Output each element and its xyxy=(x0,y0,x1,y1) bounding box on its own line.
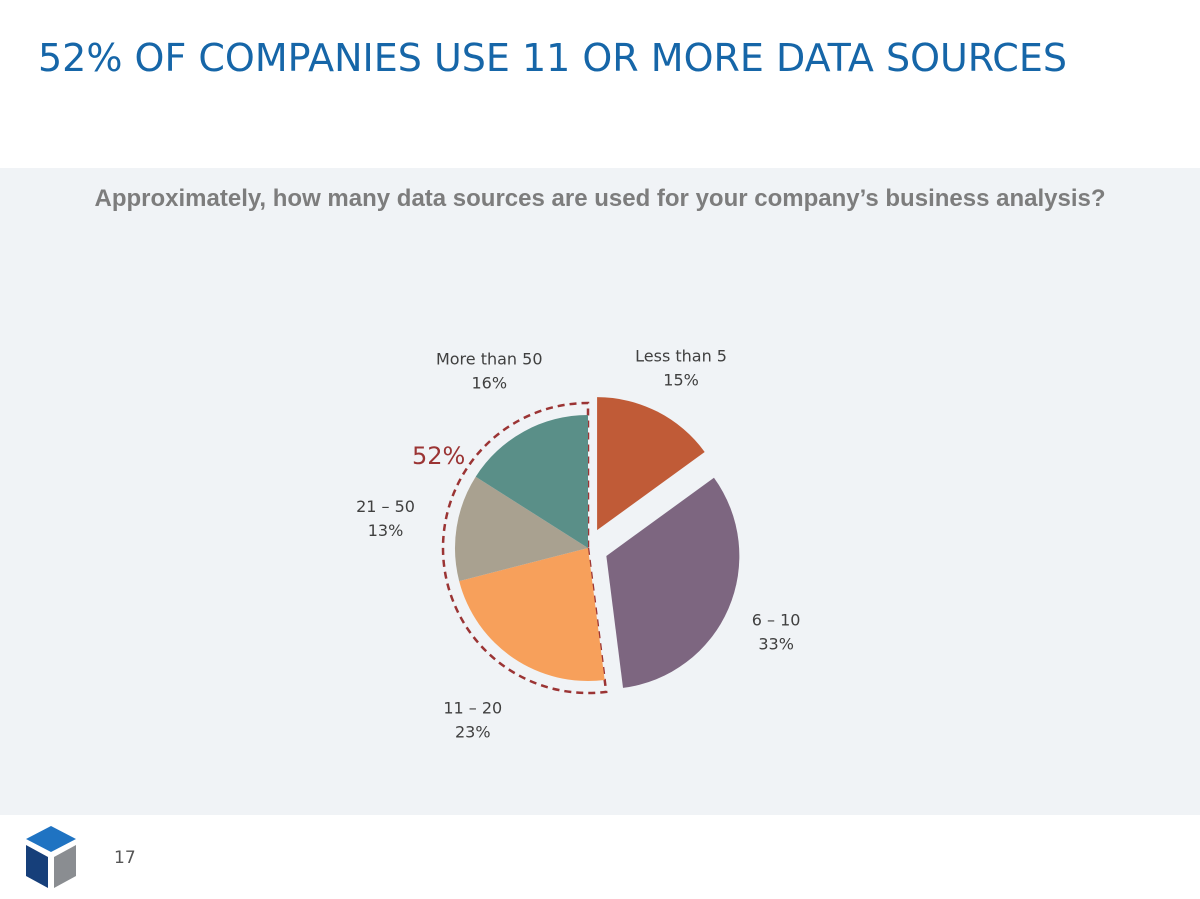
pie-label-6-10: 6 – 10 33% xyxy=(752,610,801,653)
bracket-label: 52% xyxy=(412,442,465,470)
group-bracket xyxy=(441,401,608,695)
pie-label-21-50: 21 – 50 13% xyxy=(356,497,415,540)
slices-group xyxy=(455,397,740,688)
slide-title: 52% OF COMPANIES USE 11 OR MORE DATA SOU… xyxy=(38,36,1067,80)
pie-label-11-20: 11 – 20 23% xyxy=(443,699,502,742)
labels-group: Less than 5 15% 6 – 10 33% 11 – 20 23% 21 – 50… xyxy=(356,346,800,741)
pie-slice-11-20 xyxy=(459,548,605,681)
page-number: 17 xyxy=(114,848,136,868)
logo-right-face xyxy=(54,845,76,888)
pie-slice-6-10 xyxy=(606,477,740,688)
logo-top-face xyxy=(26,826,76,852)
logo-left-face xyxy=(26,845,48,888)
pie-slice-less-than-5 xyxy=(597,397,705,531)
bracket-group xyxy=(441,401,608,695)
company-logo xyxy=(26,826,76,888)
pie-slice-21-50 xyxy=(455,476,588,582)
pie-label-more-than-50: More than 50 16% xyxy=(436,349,543,392)
pie-label-less-than-5: Less than 5 15% xyxy=(635,346,727,389)
chart-title: Approximately, how many data sources are… xyxy=(94,185,1106,212)
pie-slice-more-than-50 xyxy=(475,415,588,548)
